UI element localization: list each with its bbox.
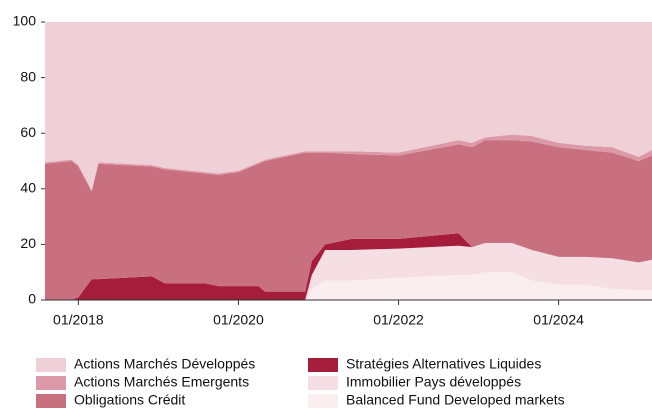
- legend-swatch: [308, 358, 338, 372]
- x-tick-label: 01/2024: [533, 312, 584, 328]
- area: [45, 140, 652, 300]
- legend-swatch: [36, 376, 66, 390]
- y-tick-label: 60: [20, 124, 36, 140]
- legend-label: Balanced Fund Developed markets: [346, 392, 565, 408]
- y-tick-label: 20: [20, 235, 36, 251]
- legend-swatch: [308, 394, 338, 408]
- legend-label: Stratégies Alternatives Liquides: [346, 356, 541, 372]
- x-tick-label: 01/2018: [53, 312, 104, 328]
- y-tick-label: 40: [20, 180, 36, 196]
- legend-swatch: [36, 394, 66, 408]
- legend-label: Immobilier Pays développés: [346, 374, 521, 390]
- area: [45, 272, 652, 300]
- x-tick-label: 01/2020: [213, 312, 264, 328]
- legend-label: Actions Marchés Emergents: [74, 374, 249, 390]
- area: [45, 22, 652, 191]
- legend-swatch: [308, 376, 338, 390]
- y-tick-label: 0: [28, 291, 36, 307]
- legend-label: Obligations Crédit: [74, 392, 185, 408]
- y-tick-label: 100: [13, 13, 37, 29]
- y-tick-label: 80: [20, 68, 36, 84]
- legend-swatch: [36, 358, 66, 372]
- area: [45, 243, 652, 300]
- x-tick-label: 01/2022: [373, 312, 424, 328]
- legend-label: Actions Marchés Développés: [74, 356, 255, 372]
